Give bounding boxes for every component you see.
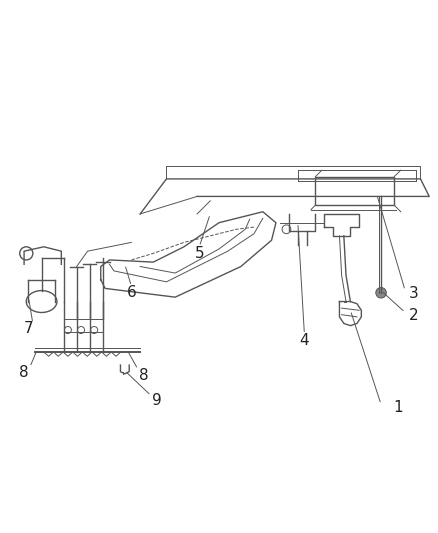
Text: 8: 8	[139, 368, 148, 383]
Text: 7: 7	[24, 321, 33, 336]
Text: 8: 8	[19, 365, 29, 380]
Bar	[315, 177, 394, 205]
Text: 9: 9	[152, 393, 162, 408]
Text: 6: 6	[127, 285, 136, 300]
Text: 3: 3	[409, 286, 419, 301]
Text: 5: 5	[194, 246, 204, 261]
Circle shape	[376, 287, 386, 298]
Text: 2: 2	[409, 308, 419, 323]
Text: 4: 4	[300, 334, 309, 349]
Text: 1: 1	[394, 400, 403, 415]
